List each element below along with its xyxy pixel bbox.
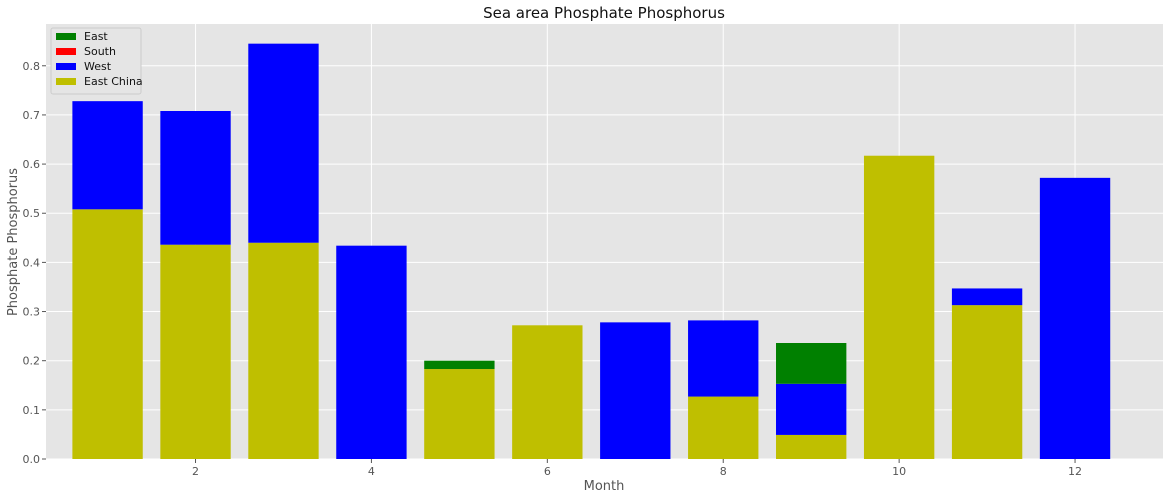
bar-east-china-month-6 <box>512 325 583 459</box>
bar-west-month-11 <box>951 288 1023 306</box>
bar-west-month-7 <box>600 322 671 459</box>
x-axis-label: Month <box>584 479 625 494</box>
x-tick-label: 6 <box>544 465 551 478</box>
bar-east-china-month-3 <box>248 242 319 459</box>
legend-swatch-west <box>56 63 76 70</box>
bar-east-china-month-9 <box>776 434 847 459</box>
bar-west-month-1 <box>72 101 143 210</box>
y-tick-label: 0.2 <box>23 355 41 368</box>
x-tick-label: 8 <box>720 465 727 478</box>
bar-east-china-month-1 <box>72 209 143 459</box>
legend-label-west: West <box>84 60 112 73</box>
chart-title: Sea area Phosphate Phosphorus <box>483 4 725 22</box>
legend-box <box>50 27 142 95</box>
bar-group <box>72 43 1111 459</box>
y-axis-label: Phosphate Phosphorus <box>6 168 21 316</box>
legend-swatch-south <box>56 48 76 55</box>
bar-west-month-9 <box>776 383 847 435</box>
bar-west-month-4 <box>336 245 407 459</box>
y-tick-label: 0.6 <box>23 158 41 171</box>
x-tick-label: 12 <box>1068 465 1082 478</box>
y-tick-label: 0.8 <box>23 60 41 73</box>
y-tick-label: 0.5 <box>23 207 41 220</box>
legend: East South West East China <box>50 27 143 95</box>
legend-label-south: South <box>84 45 116 58</box>
x-axis-ticks: 2 4 6 8 10 12 <box>192 459 1082 478</box>
y-tick-label: 0.0 <box>23 453 41 466</box>
bar-west-month-2 <box>160 111 231 245</box>
bar-east-china-month-10 <box>863 155 935 459</box>
x-tick-label: 2 <box>192 465 199 478</box>
bar-east-china-month-2 <box>160 244 231 459</box>
y-axis-ticks: 0.0 0.1 0.2 0.3 0.4 0.5 0.6 0.7 0.8 <box>23 60 46 466</box>
y-tick-label: 0.7 <box>23 109 41 122</box>
bar-west-month-12 <box>1039 177 1111 459</box>
bar-east-china-month-11 <box>951 305 1023 459</box>
bar-east-month-9 <box>776 343 847 384</box>
bar-east-month-5 <box>424 360 495 370</box>
x-tick-label: 10 <box>892 465 906 478</box>
legend-label-east-china: East China <box>84 75 143 88</box>
bar-east-china-month-5 <box>424 369 495 459</box>
legend-swatch-east-china <box>56 78 76 85</box>
legend-label-east: East <box>84 30 108 43</box>
y-tick-label: 0.4 <box>23 256 41 269</box>
legend-swatch-east <box>56 33 76 40</box>
bar-west-month-3 <box>248 43 319 243</box>
y-tick-label: 0.3 <box>23 306 41 319</box>
bar-west-month-8 <box>688 320 759 397</box>
y-tick-label: 0.1 <box>23 404 41 417</box>
bar-east-china-month-8 <box>688 396 759 459</box>
x-tick-label: 4 <box>368 465 375 478</box>
